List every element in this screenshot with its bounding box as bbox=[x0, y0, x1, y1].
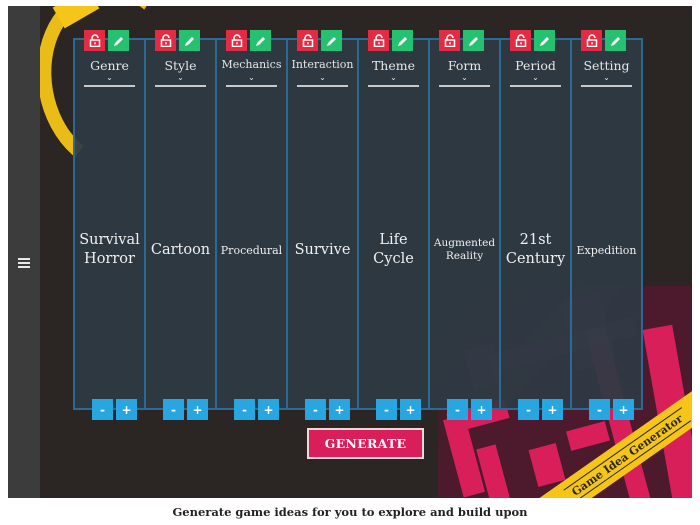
column-genre: Genre ⌄ Survival Horror - + bbox=[73, 30, 146, 420]
caption: Generate game ideas for you to explore a… bbox=[172, 505, 528, 519]
pencil-icon[interactable] bbox=[321, 30, 342, 51]
idea-value: Augmented Reality bbox=[433, 237, 496, 262]
increment-button[interactable]: + bbox=[116, 399, 137, 420]
decrement-button[interactable]: - bbox=[234, 399, 255, 420]
chevron-down-icon[interactable]: ⌄ bbox=[248, 73, 255, 82]
column-style: Style ⌄ Cartoon - + bbox=[144, 30, 217, 420]
generate-button[interactable]: GENERATE bbox=[307, 428, 424, 459]
dropdown-underline bbox=[84, 85, 135, 87]
dropdown-underline bbox=[297, 85, 348, 87]
column-form: Form ⌄ Augmented Reality - + bbox=[428, 30, 501, 420]
idea-columns: Genre ⌄ Survival Horror - + Style ⌄ Cart… bbox=[73, 30, 658, 420]
idea-value: Cartoon bbox=[150, 241, 211, 258]
chevron-down-icon[interactable]: ⌄ bbox=[532, 73, 539, 82]
pencil-icon[interactable] bbox=[463, 30, 484, 51]
category-label[interactable]: Theme bbox=[371, 58, 416, 73]
increment-button[interactable]: + bbox=[258, 399, 279, 420]
category-label[interactable]: Form bbox=[447, 58, 482, 73]
unlocked-padlock-icon[interactable] bbox=[439, 30, 460, 51]
decrement-button[interactable]: - bbox=[305, 399, 326, 420]
column-period: Period ⌄ 21st Century - + bbox=[499, 30, 572, 420]
dropdown-underline bbox=[368, 85, 419, 87]
dropdown-underline bbox=[581, 85, 632, 87]
increment-button[interactable]: + bbox=[400, 399, 421, 420]
idea-value: 21st Century bbox=[505, 232, 566, 267]
category-label[interactable]: Mechanics bbox=[221, 58, 282, 71]
column-mechanics: Mechanics ⌄ Procedural - + bbox=[215, 30, 288, 420]
increment-button[interactable]: + bbox=[329, 399, 350, 420]
unlocked-padlock-icon[interactable] bbox=[155, 30, 176, 51]
column-theme: Theme ⌄ Life Cycle - + bbox=[357, 30, 430, 420]
pencil-icon[interactable] bbox=[534, 30, 555, 51]
dropdown-underline bbox=[510, 85, 561, 87]
sidebar bbox=[8, 6, 40, 498]
idea-value: Survive bbox=[294, 241, 351, 258]
category-label[interactable]: Genre bbox=[90, 58, 129, 73]
chevron-down-icon[interactable]: ⌄ bbox=[177, 73, 184, 82]
unlocked-padlock-icon[interactable] bbox=[368, 30, 389, 51]
app-screen: Genre ⌄ Survival Horror - + Style ⌄ Cart… bbox=[8, 6, 692, 498]
pencil-icon[interactable] bbox=[392, 30, 413, 51]
pencil-icon[interactable] bbox=[250, 30, 271, 51]
decrement-button[interactable]: - bbox=[589, 399, 610, 420]
decrement-button[interactable]: - bbox=[163, 399, 184, 420]
category-label[interactable]: Period bbox=[515, 58, 556, 73]
decrement-button[interactable]: - bbox=[92, 399, 113, 420]
decrement-button[interactable]: - bbox=[376, 399, 397, 420]
chevron-down-icon[interactable]: ⌄ bbox=[390, 73, 397, 82]
pencil-icon[interactable] bbox=[179, 30, 200, 51]
decrement-button[interactable]: - bbox=[518, 399, 539, 420]
pencil-icon[interactable] bbox=[108, 30, 129, 51]
unlocked-padlock-icon[interactable] bbox=[510, 30, 531, 51]
dropdown-underline bbox=[226, 85, 277, 87]
idea-value: Life Cycle bbox=[373, 232, 414, 267]
idea-value: Expedition bbox=[576, 243, 637, 257]
hamburger-icon[interactable] bbox=[18, 258, 30, 268]
dropdown-underline bbox=[439, 85, 490, 87]
unlocked-padlock-icon[interactable] bbox=[84, 30, 105, 51]
decrement-button[interactable]: - bbox=[447, 399, 468, 420]
increment-button[interactable]: + bbox=[613, 399, 634, 420]
pencil-icon[interactable] bbox=[605, 30, 626, 51]
unlocked-padlock-icon[interactable] bbox=[297, 30, 318, 51]
unlocked-padlock-icon[interactable] bbox=[581, 30, 602, 51]
increment-button[interactable]: + bbox=[542, 399, 563, 420]
chevron-down-icon[interactable]: ⌄ bbox=[603, 73, 610, 82]
increment-button[interactable]: + bbox=[471, 399, 492, 420]
increment-button[interactable]: + bbox=[187, 399, 208, 420]
chevron-down-icon[interactable]: ⌄ bbox=[461, 73, 468, 82]
column-interaction: Interaction ⌄ Survive - + bbox=[286, 30, 359, 420]
idea-value: Procedural bbox=[220, 243, 283, 257]
category-label[interactable]: Style bbox=[164, 58, 197, 73]
unlocked-padlock-icon[interactable] bbox=[226, 30, 247, 51]
category-label[interactable]: Setting bbox=[583, 58, 630, 73]
dropdown-underline bbox=[155, 85, 206, 87]
idea-value: Survival Horror bbox=[79, 232, 140, 267]
chevron-down-icon[interactable]: ⌄ bbox=[106, 73, 113, 82]
chevron-down-icon[interactable]: ⌄ bbox=[319, 73, 326, 82]
column-setting: Setting ⌄ Expedition - + bbox=[570, 30, 643, 420]
category-label[interactable]: Interaction bbox=[291, 58, 354, 71]
